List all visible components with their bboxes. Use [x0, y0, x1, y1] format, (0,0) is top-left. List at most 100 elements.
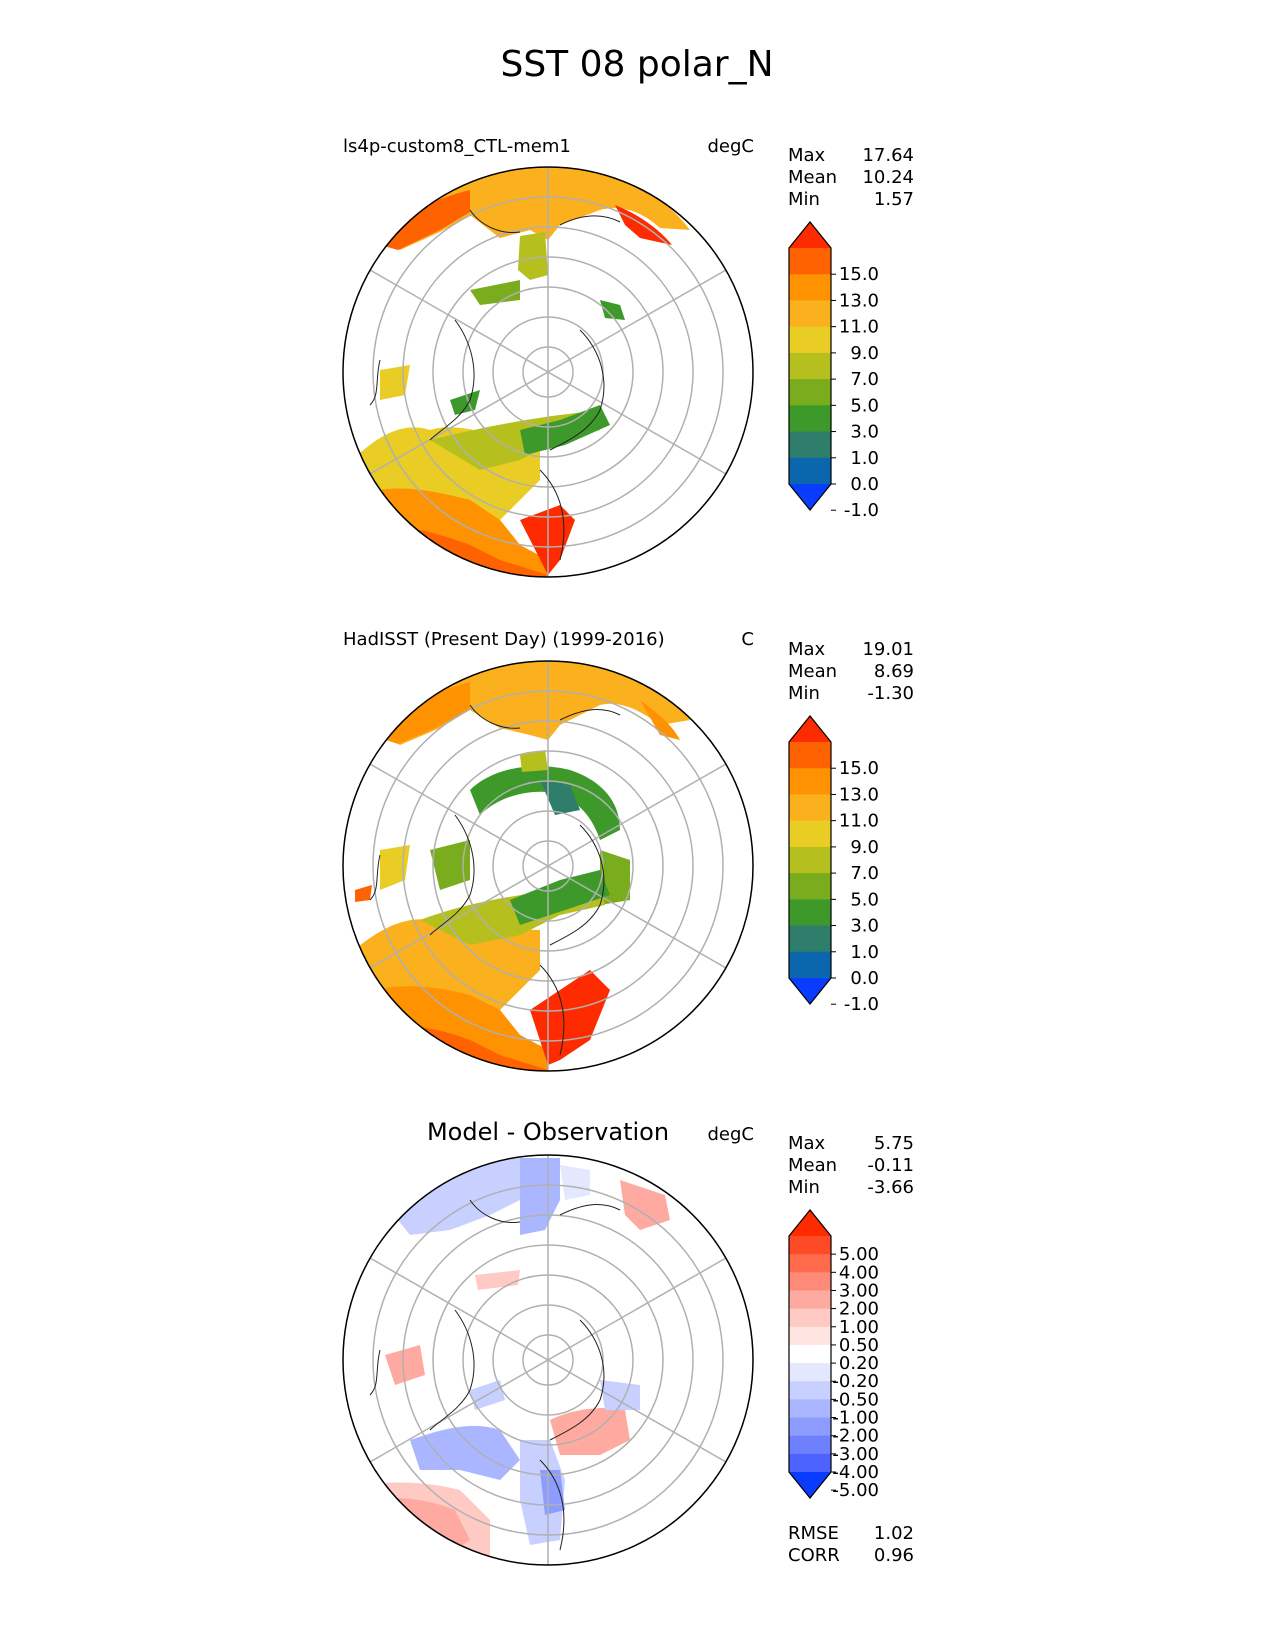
colorbar-swatch: [789, 899, 831, 927]
colorbar-swatch: [789, 1290, 831, 1310]
stat-value: -1.30: [867, 683, 914, 704]
panel-model-colorbar: 15.0 13.0 11.0 9.0 7.0 5.0 3.0 1.0 0.0 -1.0: [788, 221, 879, 521]
panel-diff-map-frame: [342, 1154, 754, 1566]
colorbar-swatch: [789, 1254, 831, 1273]
colorbar-extend-min: [789, 1472, 831, 1498]
colorbar-tick-label: 11.0: [839, 811, 879, 832]
stat-value: 0.96: [874, 1545, 914, 1566]
colorbar-tick-label: 1.0: [850, 448, 879, 469]
colorbar-tick-label: -0.50: [832, 1389, 879, 1410]
colorbar-swatch: [789, 379, 831, 406]
panel-obs-stats: Max 19.01 Mean 8.69 Min -1.30: [788, 639, 914, 704]
colorbar-swatch: [789, 1344, 831, 1364]
colorbar-tick-label: 9.0: [850, 837, 879, 858]
colorbar-swatch: [789, 405, 831, 433]
colorbar-swatch: [789, 274, 831, 301]
colorbar-tick-label: 0.20: [839, 1353, 879, 1374]
stat-label: RMSE: [788, 1523, 839, 1544]
stat-label: Min: [788, 1177, 820, 1198]
panel-obs-map: [343, 661, 753, 1071]
stat-value: 17.64: [862, 145, 914, 166]
colorbar-tick-label: 7.0: [850, 863, 879, 884]
stat-label: Mean: [788, 661, 837, 682]
colorbar-swatch: [789, 846, 831, 874]
stat-label: Min: [788, 683, 820, 704]
colorbar-tick-label: 1.0: [850, 942, 879, 963]
panel-diff-stats: Max 5.75 Mean -0.11 Min -3.66: [788, 1133, 914, 1198]
panel-model-units: degC: [708, 136, 755, 157]
stat-label: Max: [788, 145, 826, 166]
colorbar-swatch: [789, 352, 831, 380]
stat-value: 10.24: [862, 167, 914, 188]
panel-diff-units: degC: [708, 1124, 755, 1145]
stat-label: Mean: [788, 1155, 837, 1176]
colorbar-swatch: [789, 1326, 831, 1346]
colorbar-tick-label: 5.00: [839, 1244, 879, 1265]
colorbar-tick-label: 9.0: [850, 343, 879, 364]
colorbar-swatch: [789, 1417, 831, 1437]
colorbar-tick-label: 5.0: [850, 395, 879, 416]
panel-diff-title: Model - Observation: [427, 1118, 669, 1146]
colorbar-tick-label: 5.0: [850, 889, 879, 910]
colorbar-tick-label: -3.00: [832, 1444, 879, 1465]
colorbar-swatch: [789, 1236, 831, 1255]
colorbar-swatch: [789, 1272, 831, 1291]
colorbar-extend-min: [789, 484, 831, 510]
panel-diff-extra-stats: RMSE 1.02 CORR 0.96: [788, 1523, 914, 1566]
panel-obs-map-frame: [342, 660, 754, 1072]
panel-model-map: [343, 167, 753, 577]
colorbar-tick-label: -0.20: [832, 1371, 879, 1392]
colorbar-swatch: [789, 951, 831, 979]
colorbar-swatch: [789, 248, 831, 275]
colorbar-tick-label: 15.0: [839, 264, 879, 285]
stat-value: 19.01: [862, 639, 914, 660]
panel-diff: Model - Observation degC: [342, 1118, 914, 1566]
colorbar-tick-label: -2.00: [832, 1426, 879, 1447]
colorbar-extend-max: [789, 1210, 831, 1236]
panel-model-map-frame: [342, 166, 754, 578]
panel-diff-colorbar: 5.004.003.002.001.000.500.20-0.20-0.50-1…: [788, 1209, 879, 1501]
stat-value: 8.69: [874, 661, 914, 682]
colorbar-tick-label: -1.00: [832, 1408, 879, 1429]
panel-model-stats: Max 17.64 Mean 10.24 Min 1.57: [788, 145, 914, 210]
colorbar-tick-label: 0.0: [850, 968, 879, 989]
colorbar-swatch: [789, 820, 831, 848]
colorbar-tick-label: -1.0: [844, 500, 879, 521]
colorbar-swatch: [789, 300, 831, 328]
colorbar-swatch: [789, 768, 831, 795]
panel-obs-title: HadISST (Present Day) (1999-2016): [343, 629, 665, 650]
colorbar-swatch: [789, 431, 831, 459]
colorbar-extend-min: [789, 978, 831, 1004]
panel-model: ls4p-custom8_CTL-mem1 degC: [342, 136, 914, 578]
panel-obs-units: C: [741, 629, 754, 650]
colorbar-tick-label: 0.0: [850, 474, 879, 495]
stat-label: Max: [788, 1133, 826, 1154]
colorbar-tick-label: 13.0: [839, 290, 879, 311]
colorbar-tick-label: 15.0: [839, 758, 879, 779]
colorbar-swatch: [789, 457, 831, 485]
figure-title: SST 08 polar_N: [500, 44, 773, 85]
stat-value: 1.02: [874, 1523, 914, 1544]
stat-value: 5.75: [874, 1133, 914, 1154]
stat-value: -3.66: [867, 1177, 914, 1198]
stat-label: Max: [788, 639, 826, 660]
colorbar-extend-max: [789, 716, 831, 742]
colorbar-swatch: [789, 1363, 831, 1382]
colorbar-swatch: [789, 1381, 831, 1400]
colorbar-swatch: [789, 794, 831, 822]
colorbar-tick-label: -5.00: [832, 1480, 879, 1501]
colorbar-tick-label: 11.0: [839, 317, 879, 338]
stat-label: CORR: [788, 1545, 840, 1566]
colorbar-tick-label: 3.0: [850, 422, 879, 443]
colorbar-tick-label: -4.00: [832, 1462, 879, 1483]
panel-obs-colorbar: 15.0 13.0 11.0 9.0 7.0 5.0 3.0 1.0 0.0 -1.0: [788, 715, 879, 1015]
panel-diff-map: [343, 1155, 753, 1565]
colorbar-swatch: [789, 326, 831, 354]
colorbar-tick-label: 2.00: [839, 1299, 879, 1320]
colorbar-swatch: [789, 873, 831, 900]
colorbar-swatch: [789, 1453, 831, 1473]
stat-value: 1.57: [874, 189, 914, 210]
stat-label: Min: [788, 189, 820, 210]
colorbar-tick-label: 7.0: [850, 369, 879, 390]
